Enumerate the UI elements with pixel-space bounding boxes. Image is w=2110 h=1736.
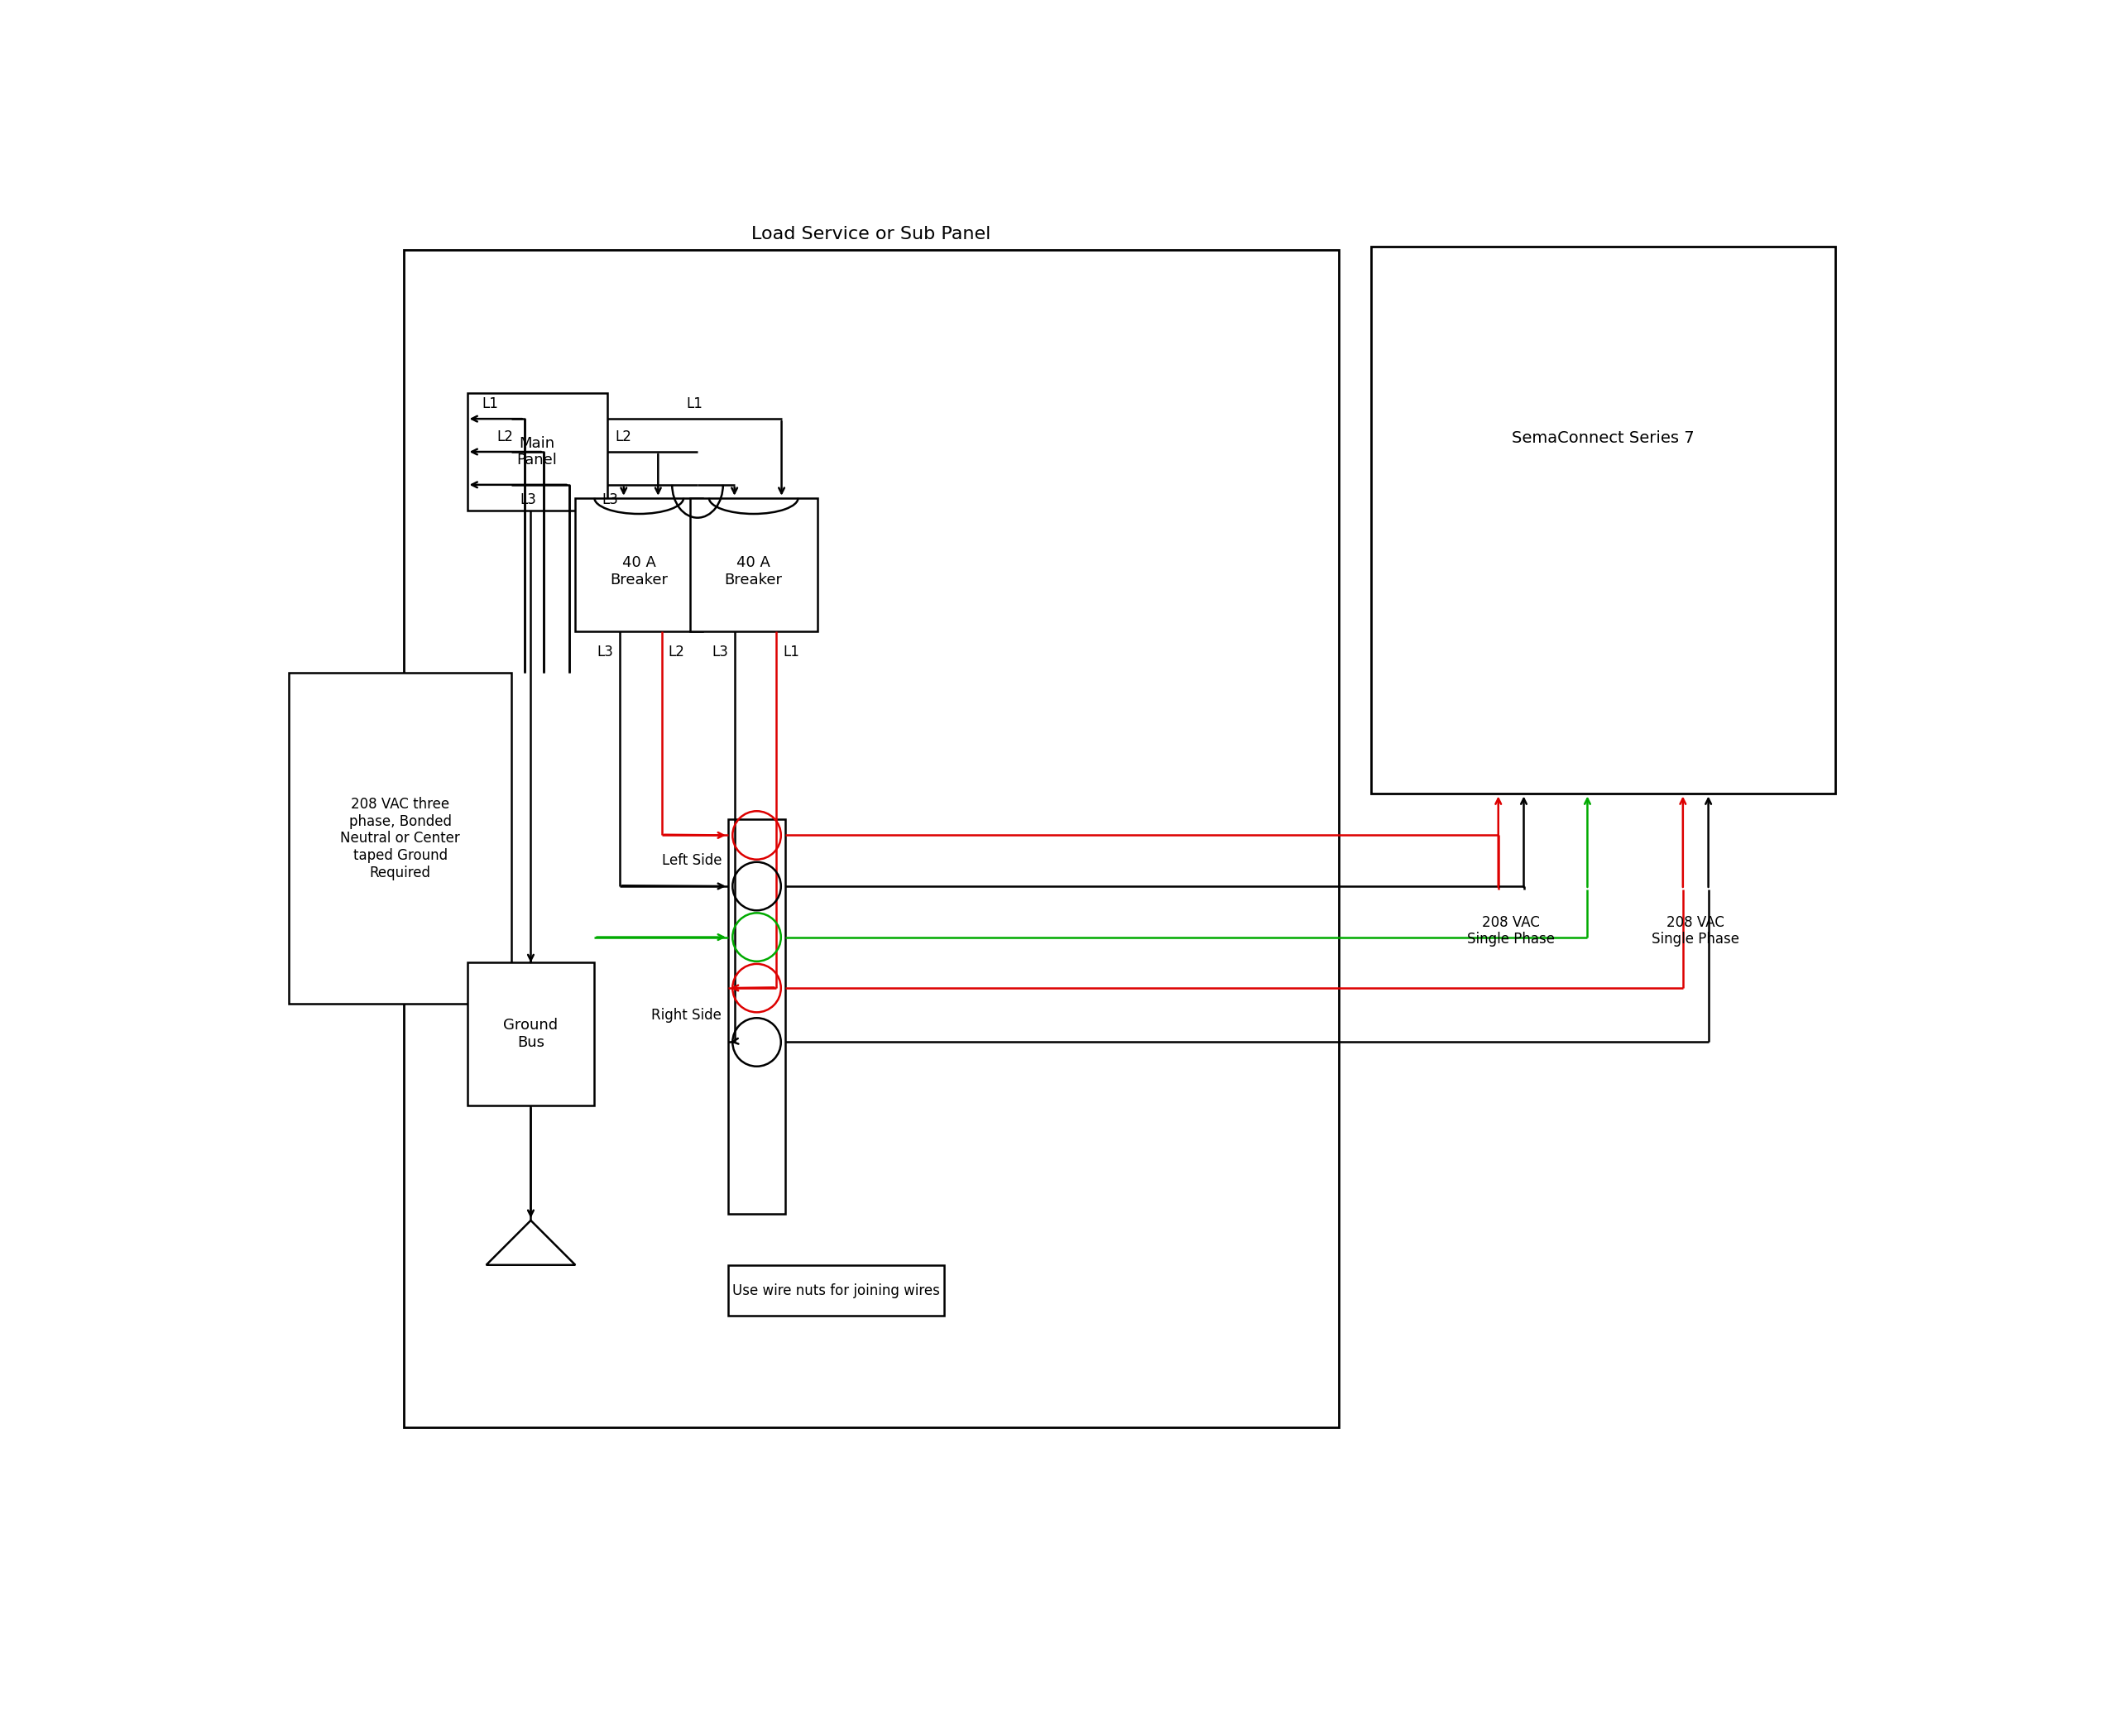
Text: L1: L1 [686,396,703,411]
Text: L3: L3 [597,644,614,660]
Bar [690,498,817,632]
Bar [403,250,1340,1427]
Text: L3: L3 [601,493,618,507]
Text: Left Side: Left Side [663,854,722,868]
Text: 40 A
Breaker: 40 A Breaker [724,556,783,587]
Text: 208 VAC
Single Phase: 208 VAC Single Phase [1652,915,1739,946]
Text: Main
Panel: Main Panel [517,436,557,467]
Bar [576,498,703,632]
Bar [466,392,608,510]
Bar [728,1266,945,1316]
Text: Use wire nuts for joining wires: Use wire nuts for joining wires [732,1283,941,1299]
Text: L2: L2 [498,429,513,444]
Text: Load Service or Sub Panel: Load Service or Sub Panel [751,226,992,241]
Text: Right Side: Right Side [652,1007,722,1023]
Bar [1372,247,1836,793]
Text: L3: L3 [519,493,536,507]
Text: 40 A
Breaker: 40 A Breaker [610,556,669,587]
Text: 208 VAC
Single Phase: 208 VAC Single Phase [1466,915,1555,946]
Text: L3: L3 [711,644,728,660]
Text: 208 VAC three
phase, Bonded
Neutral or Center
taped Ground
Required: 208 VAC three phase, Bonded Neutral or C… [340,797,460,880]
Text: L2: L2 [614,429,631,444]
Text: L1: L1 [783,644,800,660]
Text: L1: L1 [481,396,498,411]
Text: Ground
Bus: Ground Bus [504,1019,559,1050]
Text: L2: L2 [669,644,686,660]
Bar [466,962,595,1106]
Bar [728,819,785,1213]
Text: SemaConnect Series 7: SemaConnect Series 7 [1513,431,1694,446]
Bar [289,674,513,1003]
